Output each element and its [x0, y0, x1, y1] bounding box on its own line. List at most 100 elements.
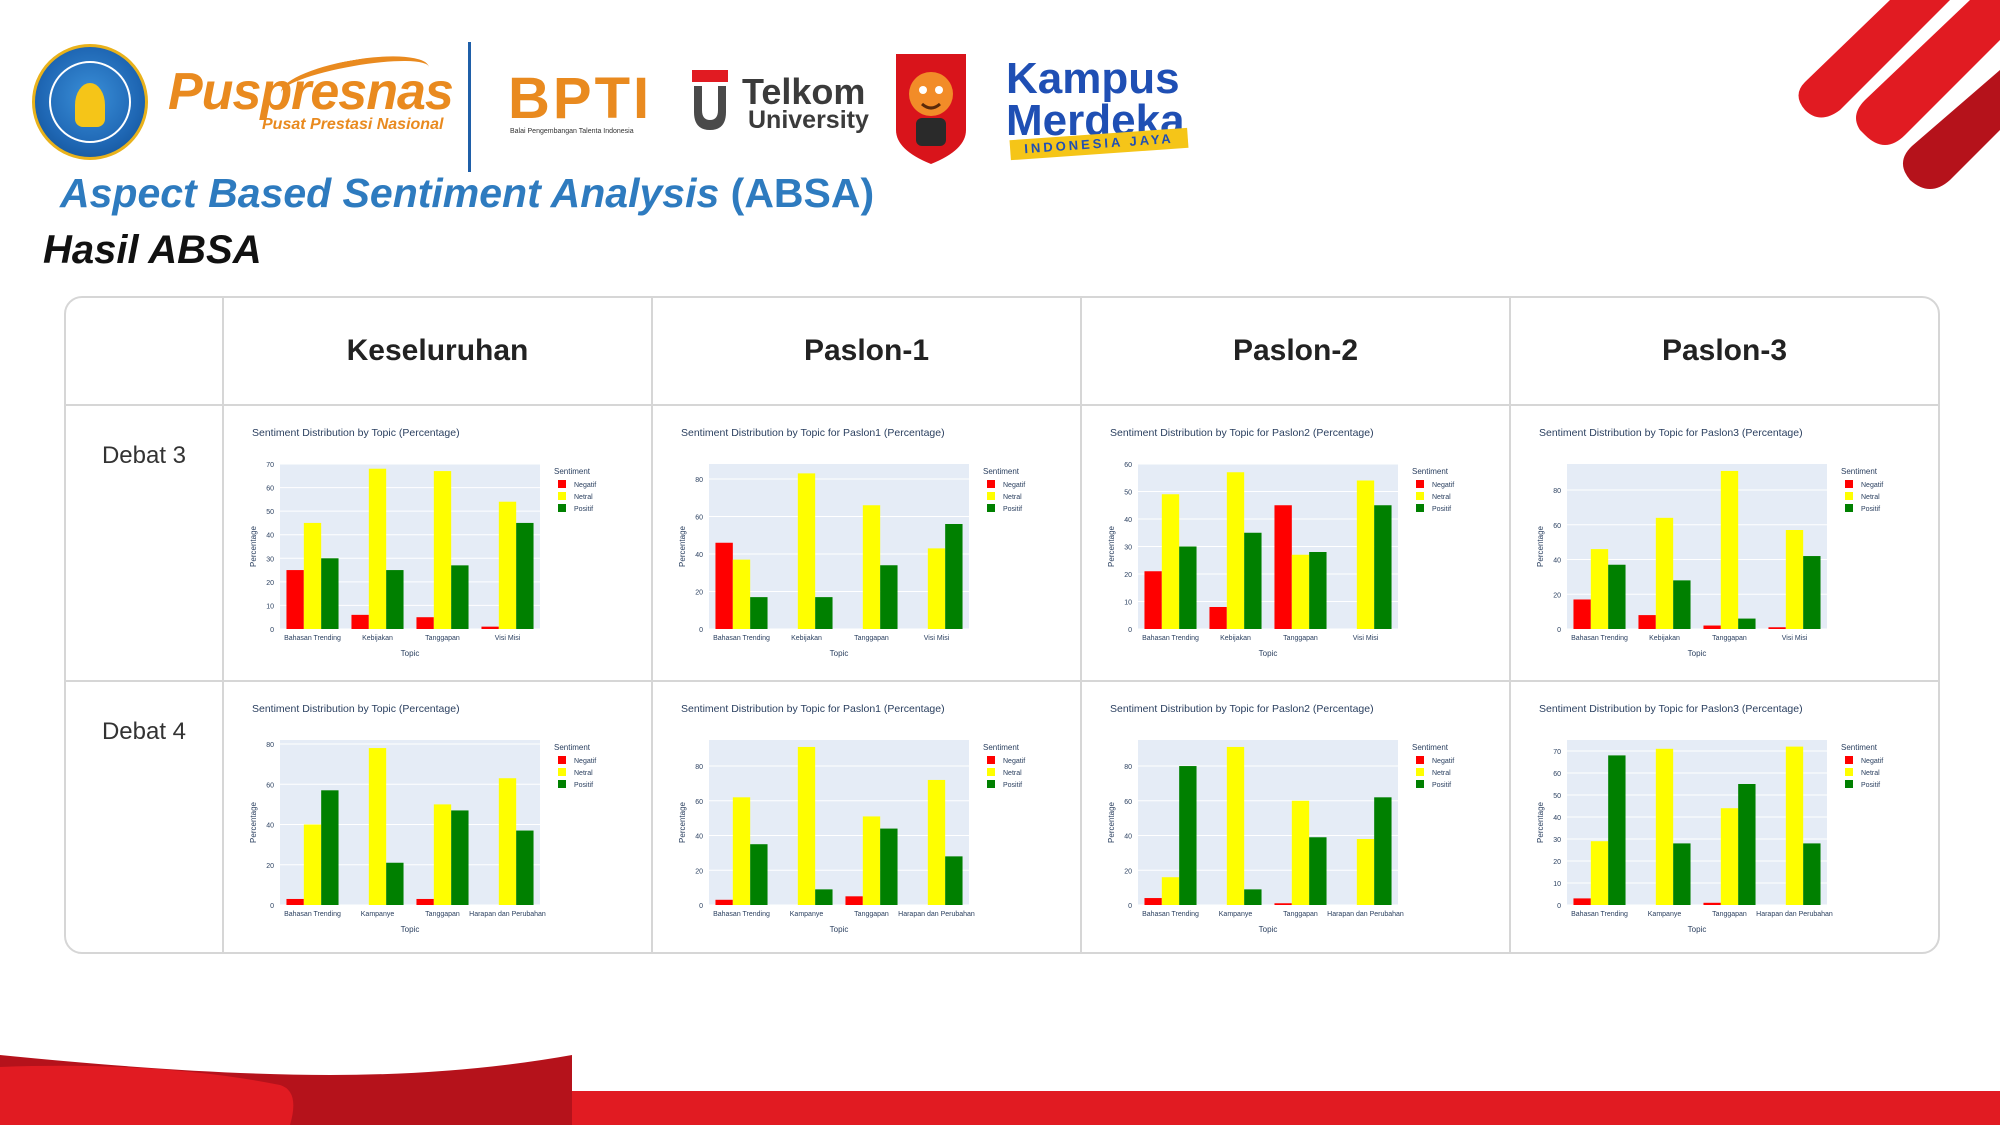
bar-negatif [416, 617, 434, 629]
bar-positif [451, 565, 469, 629]
x-tick-label: Bahasan Trending [713, 635, 770, 642]
chart-cell: Sentiment Distribution by Topic for Pasl… [1082, 406, 1509, 680]
x-axis-label: Topic [401, 649, 420, 658]
bar-netral [732, 559, 751, 629]
legend-label: Positif [1003, 506, 1022, 513]
x-tick-label: Bahasan Trending [1142, 635, 1199, 642]
legend-label: Netral [1003, 770, 1022, 777]
bar-chart-debat4-keseluruhan: Sentiment Distribution by Topic (Percent… [249, 703, 596, 934]
legend-label: Negatif [574, 758, 596, 765]
x-tick-label: Kebijakan [791, 635, 822, 642]
chart-cell: Sentiment Distribution by Topic for Pasl… [653, 682, 1080, 952]
section-subtitle: Hasil ABSA [43, 228, 262, 272]
bar-positif [386, 862, 404, 905]
bar-netral [433, 471, 452, 629]
page-title-italic: Aspect Based Sentiment Analysis [60, 170, 720, 216]
x-tick-label: Tanggapan [425, 635, 460, 642]
bar-netral [1226, 472, 1245, 629]
x-tick-label: Harapan dan Perubahan [1327, 911, 1404, 918]
y-tick-label: 0 [1128, 903, 1132, 910]
x-axis-label: Topic [830, 925, 849, 934]
y-tick-label: 20 [1553, 859, 1561, 866]
x-axis-label: Topic [1259, 925, 1278, 934]
bar-positif [1738, 784, 1756, 905]
x-tick-label: Kebijakan [362, 635, 393, 642]
bar-netral [1785, 746, 1804, 905]
chart-title: Sentiment Distribution by Topic for Pasl… [1110, 703, 1374, 715]
legend-label: Netral [1861, 494, 1880, 501]
legend-title: Sentiment [1412, 743, 1449, 752]
bar-positif [1309, 837, 1327, 905]
y-tick-label: 70 [266, 462, 274, 469]
bar-chart-debat4-paslon1: Sentiment Distribution by Topic for Pasl… [678, 703, 1025, 934]
bar-netral [498, 501, 517, 629]
y-axis-label: Percentage [678, 525, 687, 566]
row-header-debat-3: Debat 3 [101, 442, 187, 469]
y-tick-label: 60 [266, 782, 274, 789]
table-divider [1080, 298, 1082, 952]
y-tick-label: 80 [1553, 488, 1561, 495]
bar-netral [1356, 480, 1375, 629]
column-header-keseluruhan: Keseluruhan [346, 334, 529, 367]
bar-negatif [1703, 902, 1721, 905]
y-tick-label: 50 [1553, 793, 1561, 800]
chart-cell: Sentiment Distribution by Topic for Pasl… [1082, 682, 1509, 952]
x-axis-label: Topic [1688, 649, 1707, 658]
y-axis-label: Percentage [678, 801, 687, 842]
legend-label: Negatif [1003, 758, 1025, 765]
legend-label: Positif [1861, 506, 1880, 513]
legend-swatch-negatif [987, 480, 995, 488]
legend-swatch-netral [558, 492, 566, 500]
x-tick-label: Visi Misi [924, 635, 950, 642]
y-tick-label: 20 [1124, 868, 1132, 875]
bar-negatif [1573, 599, 1591, 629]
y-tick-label: 80 [266, 742, 274, 749]
bar-negatif [286, 898, 304, 905]
x-tick-label: Harapan dan Perubahan [1756, 911, 1833, 918]
y-tick-label: 20 [1553, 592, 1561, 599]
bar-chart-debat4-paslon2: Sentiment Distribution by Topic for Pasl… [1107, 703, 1454, 934]
bar-negatif [1209, 607, 1227, 629]
y-tick-label: 0 [699, 903, 703, 910]
legend-swatch-netral [1845, 492, 1853, 500]
y-tick-label: 30 [266, 556, 274, 563]
x-tick-label: Tanggapan [425, 911, 460, 918]
y-tick-label: 60 [1553, 771, 1561, 778]
bar-positif [451, 810, 469, 905]
legend-swatch-netral [987, 492, 995, 500]
y-tick-label: 60 [695, 515, 703, 522]
legend-title: Sentiment [983, 743, 1020, 752]
legend-label: Netral [1432, 494, 1451, 501]
x-tick-label: Kebijakan [1220, 635, 1251, 642]
chart-title: Sentiment Distribution by Topic for Pasl… [1539, 703, 1803, 715]
bar-negatif [845, 896, 863, 905]
bar-positif [1179, 766, 1197, 905]
legend-label: Negatif [574, 482, 596, 489]
bar-netral [1590, 841, 1609, 905]
legend-swatch-negatif [1845, 756, 1853, 764]
bar-positif [321, 790, 339, 905]
y-tick-label: 60 [1124, 799, 1132, 806]
corner-decoration-top [1798, 0, 2000, 189]
puspresnas-logo-text: Puspresnas [168, 63, 454, 121]
x-tick-label: Tanggapan [1283, 911, 1318, 918]
logo-divider [468, 42, 471, 172]
bar-netral [927, 779, 946, 905]
bar-netral [797, 473, 816, 629]
x-tick-label: Bahasan Trending [1571, 911, 1628, 918]
x-tick-label: Bahasan Trending [1142, 911, 1199, 918]
bar-positif [815, 889, 833, 905]
bar-netral [927, 548, 946, 629]
column-header-paslon-2: Paslon-2 [1232, 334, 1359, 367]
bar-chart-debat3-paslon2: Sentiment Distribution by Topic for Pasl… [1107, 427, 1454, 658]
bar-netral [862, 505, 881, 629]
bar-netral [1161, 494, 1180, 629]
y-tick-label: 10 [266, 603, 274, 610]
chart-cell: Sentiment Distribution by Topic (Percent… [224, 682, 651, 952]
row-header-debat-4: Debat 4 [101, 718, 187, 745]
y-tick-label: 60 [266, 486, 274, 493]
column-header-paslon-3: Paslon-3 [1661, 334, 1788, 367]
legend-label: Netral [1432, 770, 1451, 777]
y-tick-label: 80 [695, 764, 703, 771]
legend-title: Sentiment [1841, 743, 1878, 752]
